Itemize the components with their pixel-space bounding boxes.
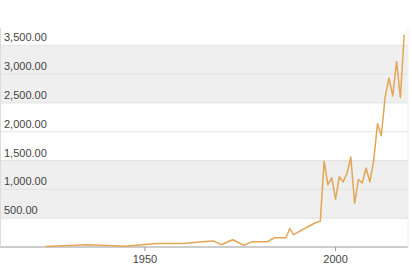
- grid-line: [0, 160, 408, 161]
- chart-container: 500.00 1,000.00 1,500.00 2,000.00 2,500.00 3,…: [0, 0, 412, 270]
- y-tick-label: 2,000.00: [4, 118, 47, 130]
- data-line: [46, 35, 404, 247]
- grid-line: [0, 131, 408, 132]
- x-axis-line: [0, 247, 408, 248]
- y-tick-label: 2,500.00: [4, 89, 47, 101]
- plot-marks: [46, 35, 404, 247]
- y-tick-label: 1,500.00: [4, 147, 47, 159]
- y-tick-label: 1,000.00: [4, 175, 47, 187]
- grid-line: [0, 45, 408, 46]
- grid-line: [0, 189, 408, 190]
- grid-band: [0, 74, 408, 103]
- grid-line: [0, 102, 408, 103]
- y-tick-label: 3,000.00: [4, 60, 47, 72]
- x-tick: [335, 247, 336, 251]
- grid-band: [0, 45, 408, 74]
- x-tick-label: 2000: [323, 253, 347, 265]
- grid-band: [0, 189, 408, 218]
- y-tick-label: 500.00: [4, 204, 38, 216]
- y-tick-label: 3,500.00: [4, 31, 47, 43]
- x-tick: [144, 247, 145, 251]
- y-axis-line: [0, 28, 1, 247]
- grid-line: [0, 74, 408, 75]
- x-tick-label: 1950: [133, 253, 157, 265]
- grid-line: [0, 218, 408, 219]
- chart-svg: 500.00 1,000.00 1,500.00 2,000.00 2,500.00 3,…: [0, 0, 412, 270]
- plot-edge: [408, 28, 409, 247]
